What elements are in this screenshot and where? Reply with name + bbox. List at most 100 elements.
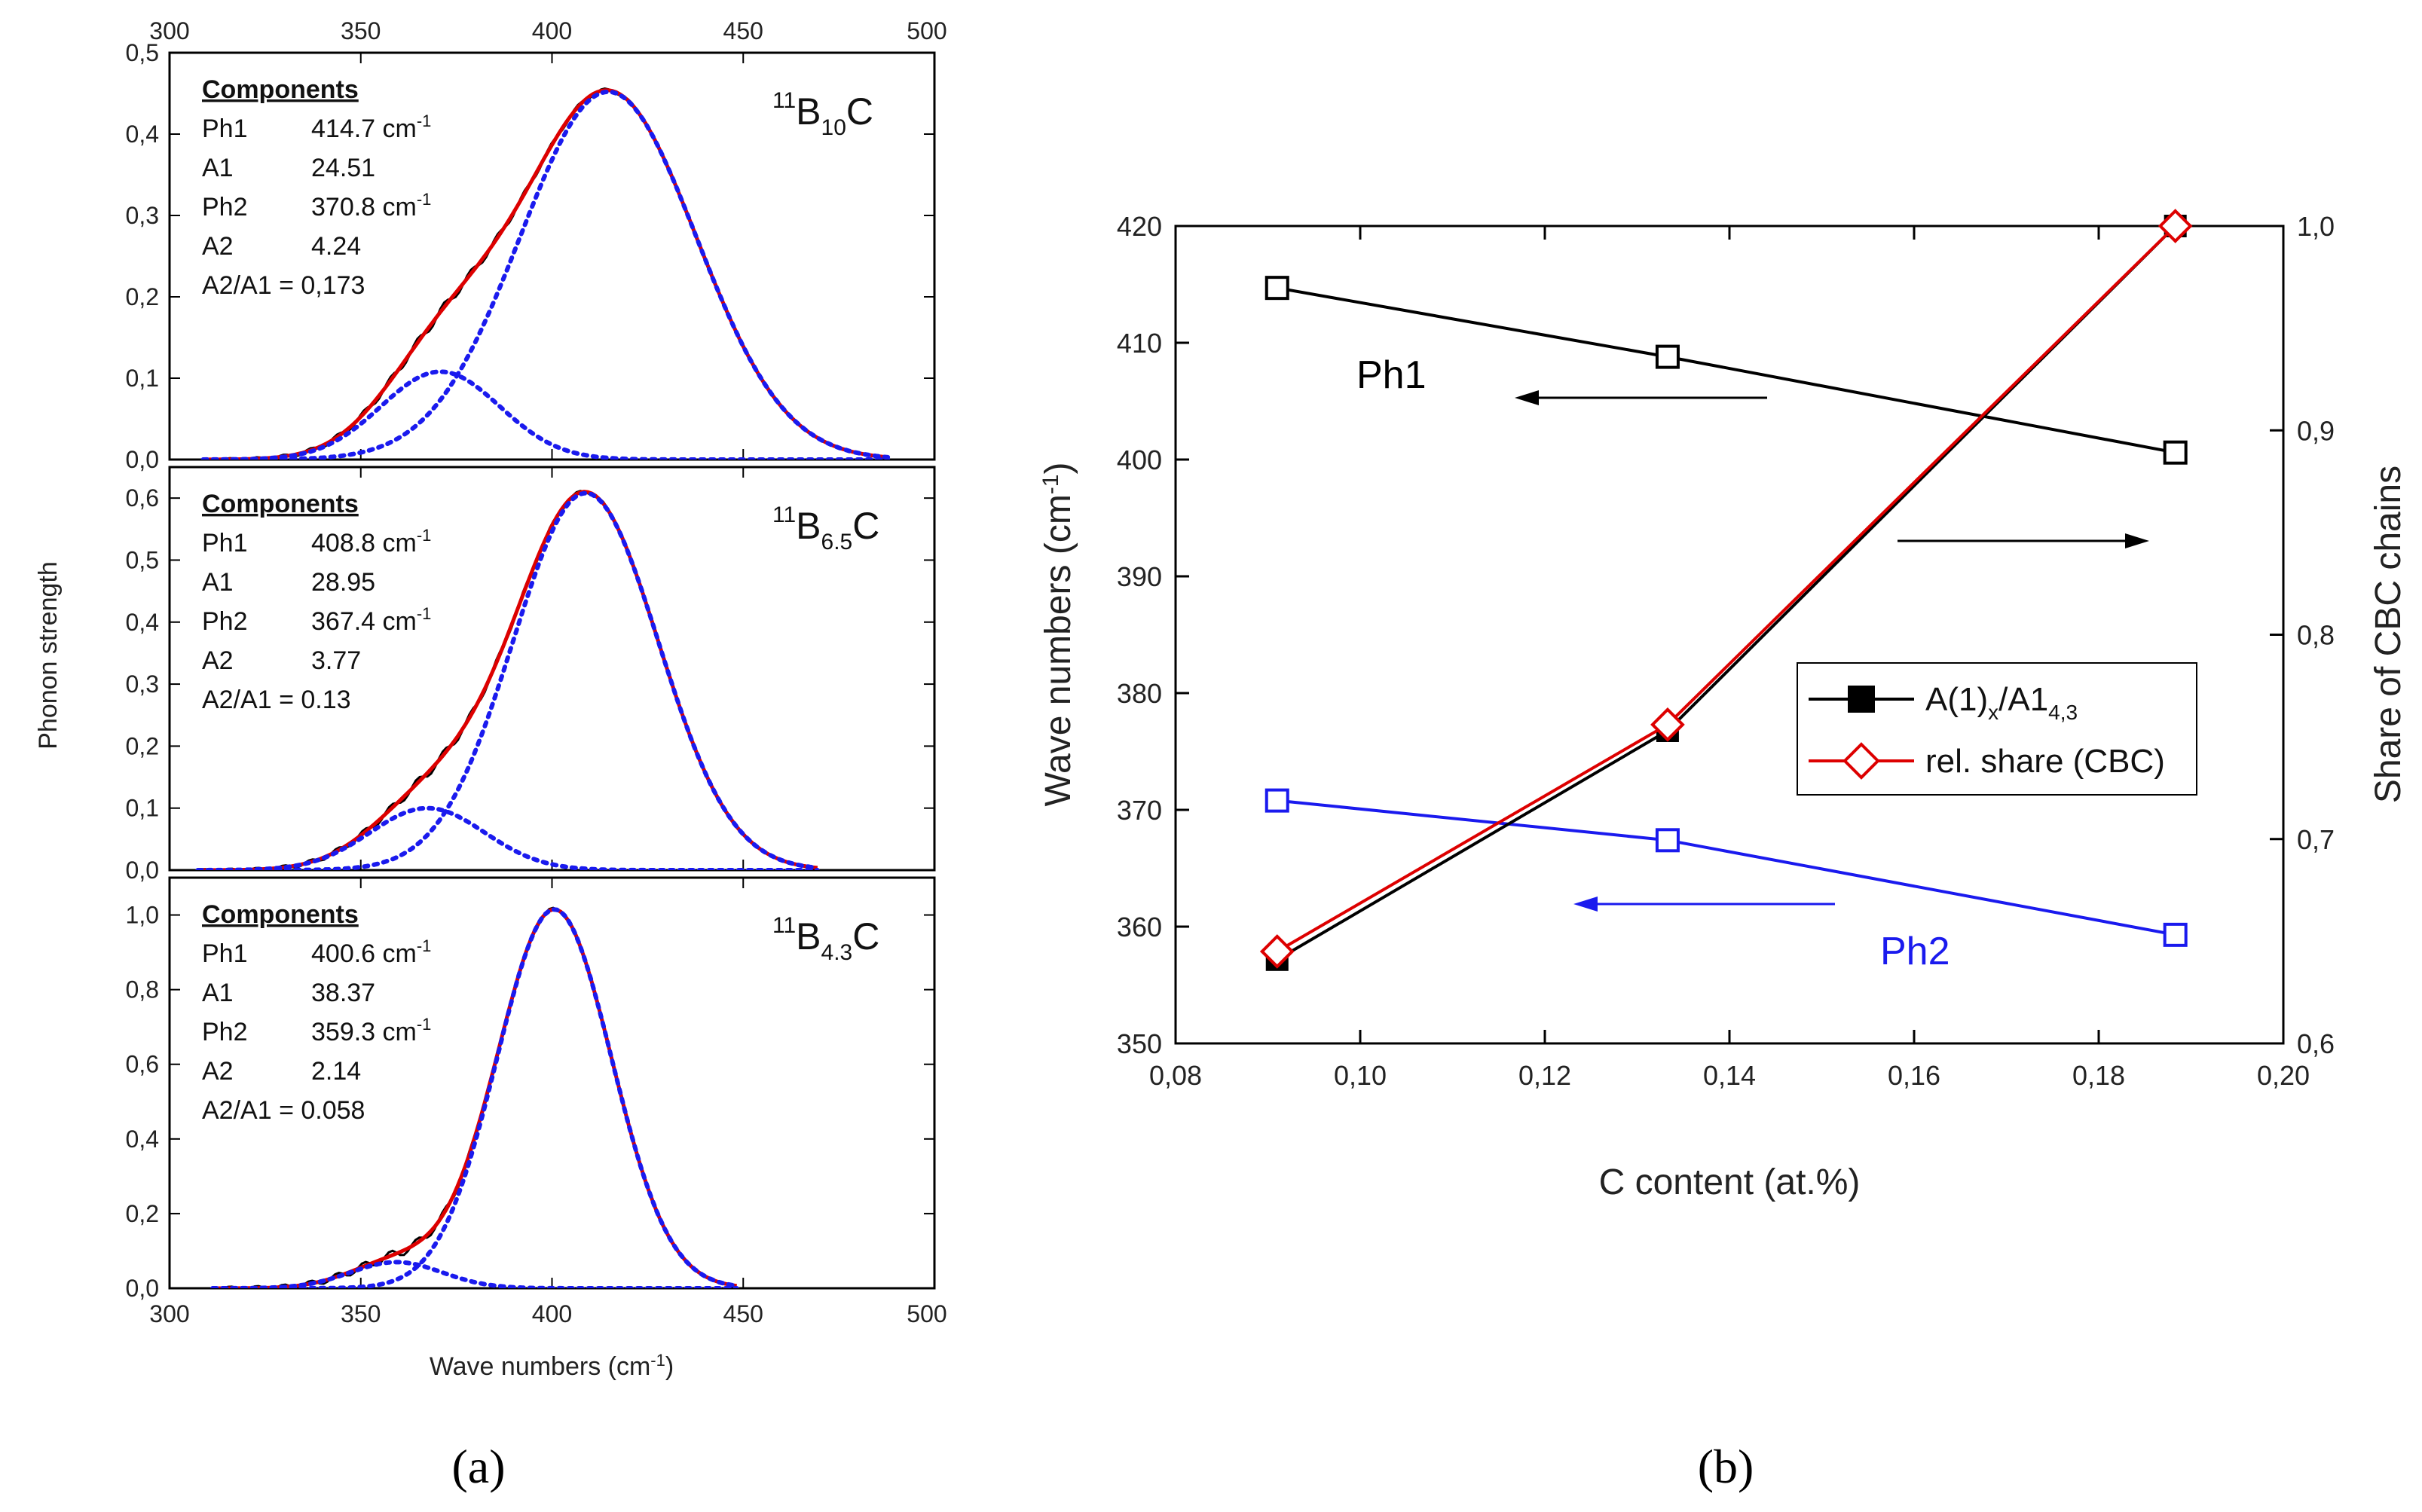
x-tick-label: 0,18 — [2072, 1060, 2125, 1091]
legend-item-ratio: A(1)x/A14,3 — [1809, 681, 2078, 724]
y-tick-label: 400 — [1117, 444, 1162, 475]
y-tick-label: 350 — [1117, 1028, 1162, 1059]
ph1-arrow-left — [1515, 390, 1767, 405]
panel-a-top-axis: 300 350 400 450 500 — [149, 17, 946, 44]
component-ph2-line — [195, 805, 820, 870]
component-row-label: A2/A1 = 0.13 — [202, 686, 351, 714]
series-line-rel-share-cbc — [1276, 225, 2177, 953]
x-tick-label: 0,20 — [2257, 1060, 2310, 1091]
component-row-label: A2 — [202, 646, 234, 675]
component-row-value: 414.7 cm-1 — [311, 111, 431, 143]
component-ph2-line — [200, 369, 891, 460]
bottom-tick-label: 500 — [907, 1300, 946, 1327]
y-tick-label: 0,0 — [126, 857, 159, 884]
y-tick-label: 0,5 — [126, 39, 159, 66]
component-ph1-line — [200, 89, 891, 460]
y-tick-label: 0,4 — [126, 1126, 159, 1153]
panel-a-label: (a) — [451, 1440, 505, 1493]
component-ph1-line — [210, 907, 739, 1288]
component-row-value: 359.3 cm-1 — [311, 1015, 431, 1046]
subplot-b10c: 0,0 0,1 0,2 0,3 0,4 0,5 Components Ph1 414.7 cm-… — [126, 39, 936, 473]
component-row-label: A1 — [202, 154, 234, 182]
point-rel-share-cbc — [2157, 209, 2193, 243]
legend-item-rel-share: rel. share (CBC) — [1809, 742, 2165, 780]
component-row-label: A2 — [202, 232, 234, 261]
bottom-tick-label: 400 — [532, 1300, 572, 1327]
component-row-label: Ph2 — [202, 607, 248, 636]
bottom-tick-label: 450 — [723, 1300, 763, 1327]
fit-sum-line — [197, 490, 818, 870]
y-tick-label: 0,4 — [126, 609, 159, 636]
component-row-value: 370.8 cm-1 — [311, 190, 431, 221]
component-row-value: 400.6 cm-1 — [311, 936, 431, 968]
component-row-value: 2.14 — [311, 1057, 361, 1086]
ph2-annotation: Ph2 — [1880, 930, 1950, 973]
panel-a-y-axis-label: Phonon strength — [34, 561, 63, 750]
panel-b-y-axis-label: Wave numbers (cm-1) — [1038, 463, 1078, 807]
bottom-tick-label: 350 — [341, 1300, 381, 1327]
top-tick-label: 350 — [341, 17, 381, 44]
component-row-value: 3.77 — [311, 646, 361, 675]
sample-label: 11B6.5C — [772, 502, 879, 554]
y-tick-label: 0,0 — [126, 446, 159, 473]
point-ph1 — [2163, 440, 2188, 465]
point-rel-share-cbc — [1259, 934, 1295, 969]
panel-b-label: (b) — [1698, 1440, 1754, 1493]
y-tick-label: 0,3 — [126, 670, 159, 698]
panel-b-y2-axis-label: Share of CBC chains — [2368, 466, 2408, 803]
component-row-label: Ph1 — [202, 115, 248, 143]
legend-marker-open-diamond — [1842, 742, 1880, 780]
y-tick-label: 0,6 — [126, 1051, 159, 1078]
component-row-value: 367.4 cm-1 — [311, 604, 431, 636]
y-tick-label: 0,2 — [126, 283, 159, 310]
y-tick-label: 1,0 — [126, 902, 159, 929]
point-rel-share-cbc — [1650, 707, 1685, 742]
panel-b: 0,08 0,10 0,12 0,14 0,16 0,18 0,20 350 360 370 380… — [1038, 209, 2408, 1493]
y-tick-label: 410 — [1117, 328, 1162, 359]
x-tick-label: 0,12 — [1518, 1060, 1571, 1091]
y-tick-label: 0,2 — [126, 732, 159, 759]
legend-marker-filled-square — [1848, 686, 1875, 713]
svg-text:rel. share (CBC): rel. share (CBC) — [1925, 743, 2165, 780]
bottom-tick-label: 300 — [149, 1300, 189, 1327]
ph1-annotation: Ph1 — [1356, 353, 1427, 397]
panel-a-bottom-axis: 300 350 400 450 500 — [149, 1300, 946, 1327]
components-heading: Components — [202, 75, 359, 104]
component-row-label: A1 — [202, 568, 234, 597]
component-row-value: 4.24 — [311, 232, 361, 261]
y-tick-label: 0,4 — [126, 121, 159, 148]
point-ph2 — [1265, 788, 1289, 813]
measured-spectrum-line — [197, 490, 818, 870]
fit-sum-line — [203, 88, 888, 460]
y2-tick-label: 0,8 — [2297, 620, 2335, 651]
y-tick-label: 0,1 — [126, 795, 159, 822]
point-ph2 — [1655, 828, 1680, 853]
component-row-value: 28.95 — [311, 568, 375, 597]
component-row-label: A2/A1 = 0,173 — [202, 271, 365, 300]
subplot-b4.3c: 0,0 0,2 0,4 0,6 0,8 1,0 Components Ph1 400.6 cm-… — [126, 876, 936, 1302]
y-tick-label: 360 — [1117, 912, 1162, 942]
x-tick-label: 0,14 — [1703, 1060, 1756, 1091]
point-ph1 — [1265, 276, 1289, 301]
component-row-value: 408.8 cm-1 — [311, 526, 431, 557]
point-ph2 — [2163, 922, 2188, 947]
y-tick-label: 0,0 — [126, 1275, 159, 1302]
y-tick-label: 0,6 — [126, 484, 159, 512]
x-tick-label: 0,10 — [1334, 1060, 1387, 1091]
panel-b-x-axis-label: C content (at.%) — [1599, 1162, 1861, 1202]
y-tick-label: 0,3 — [126, 202, 159, 229]
sample-label: 11B4.3C — [772, 913, 879, 965]
components-heading: Components — [202, 490, 359, 518]
ph2-arrow-left — [1573, 897, 1835, 912]
series-line-a-1-x-a1-4-3 — [1276, 225, 2177, 961]
component-row-label: Ph1 — [202, 939, 248, 968]
component-row-label: A2/A1 = 0.058 — [202, 1096, 365, 1125]
component-row-label: Ph2 — [202, 193, 248, 221]
y-tick-label: 0,1 — [126, 365, 159, 392]
y-tick-label: 0,5 — [126, 546, 159, 573]
panel-a-x-axis-label: Wave numbers (cm-1) — [430, 1351, 674, 1381]
component-row-label: A1 — [202, 979, 234, 1007]
panel-a: 300 350 400 450 500 0,0 0,1 0,2 0,3 0,4 0,5 Co… — [34, 17, 947, 1493]
x-tick-label: 0,16 — [1888, 1060, 1940, 1091]
